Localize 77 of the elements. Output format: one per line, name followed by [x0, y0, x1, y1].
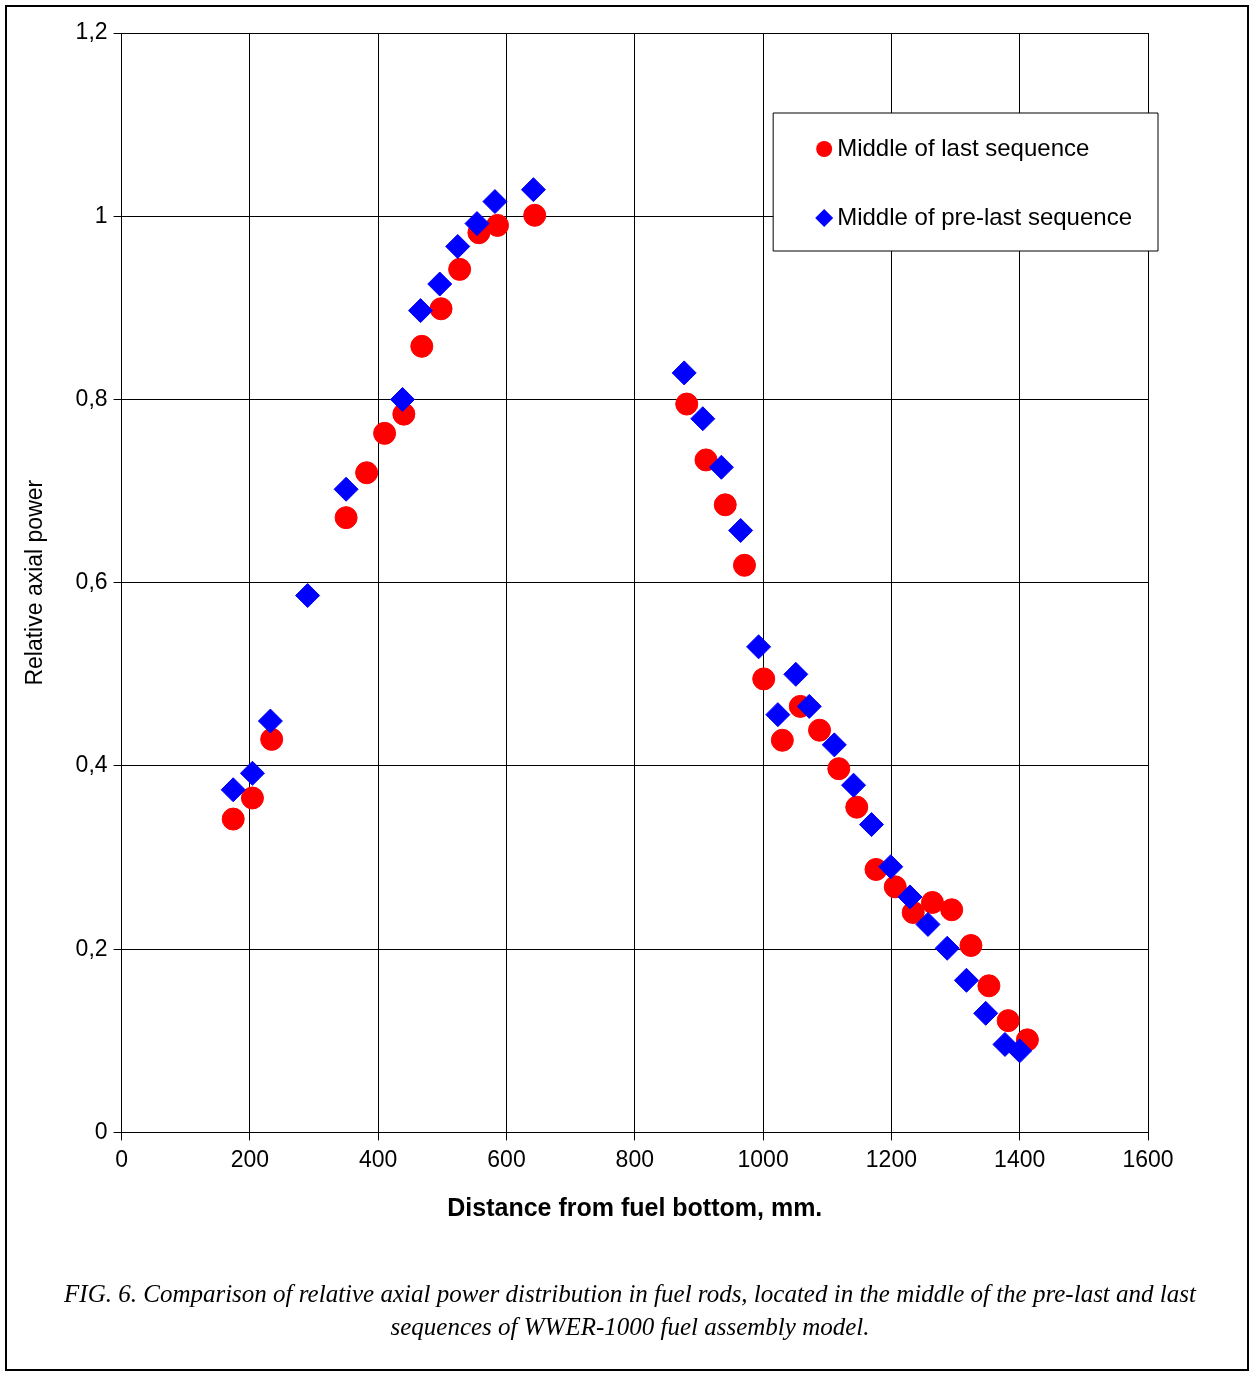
point: [708, 454, 734, 480]
point: [953, 967, 979, 993]
point: [333, 476, 359, 502]
point: [897, 884, 923, 910]
point: [445, 233, 471, 259]
y-tick-label: 0: [94, 1117, 108, 1144]
point: [821, 732, 847, 758]
legend-label: Middle of pre-last sequence: [837, 202, 1133, 230]
x-tick-label: 800: [615, 1145, 654, 1172]
point: [257, 708, 283, 734]
point: [239, 760, 265, 786]
point: [260, 727, 284, 751]
y-tick-label: 0,4: [75, 751, 108, 778]
point: [959, 934, 983, 957]
point: [934, 935, 960, 961]
point: [841, 772, 867, 798]
point: [408, 298, 434, 324]
point: [783, 661, 809, 687]
point: [671, 360, 697, 386]
y-tick-label: 1: [94, 201, 108, 228]
y-tick-label: 1,2: [75, 18, 108, 45]
x-tick-label: 0: [115, 1145, 128, 1172]
point: [221, 807, 245, 831]
point: [373, 421, 397, 445]
x-tick-label: 200: [230, 1145, 270, 1172]
point: [920, 890, 944, 914]
y-axis-title: Relative axial power: [21, 479, 48, 686]
point: [973, 1000, 999, 1026]
point: [845, 795, 869, 819]
x-tick-label: 1400: [994, 1145, 1046, 1172]
point: [752, 667, 776, 691]
x-tick-label: 1000: [737, 1145, 789, 1172]
point: [482, 189, 508, 215]
point: [878, 854, 904, 880]
point: [940, 898, 964, 922]
point: [796, 693, 822, 719]
point: [808, 718, 832, 742]
point: [770, 728, 794, 752]
point: [996, 1009, 1020, 1033]
point: [1007, 1038, 1033, 1064]
point: [746, 634, 772, 660]
point: [410, 334, 434, 358]
point: [977, 974, 1001, 998]
point: [728, 517, 754, 543]
y-tick-label: 0,2: [75, 934, 108, 961]
point: [427, 271, 453, 297]
point: [240, 786, 264, 810]
x-tick-label: 400: [358, 1145, 398, 1172]
point: [690, 406, 716, 432]
x-tick-label: 1600: [1122, 1145, 1174, 1172]
point: [713, 493, 737, 517]
point: [220, 777, 246, 803]
point: [675, 392, 699, 416]
point: [448, 257, 472, 281]
point: [355, 461, 379, 485]
point: [334, 506, 358, 530]
point: [520, 177, 546, 203]
caption: FIG. 6. Comparison of relative axial power distribution in fuel rods, located in the middle of the pre-last and last sequences of WWER-1000 fuel assembly model.: [63, 1279, 1198, 1342]
y-tick-label: 0,8: [75, 384, 108, 411]
point: [390, 386, 416, 412]
x-tick-label: 1200: [865, 1145, 917, 1172]
point: [523, 203, 547, 227]
legend-label: Middle of last sequence: [837, 133, 1090, 161]
x-axis-title: Distance from fuel bottom, mm.: [447, 1192, 823, 1221]
point: [915, 911, 941, 937]
point: [295, 583, 321, 609]
point: [765, 702, 791, 728]
point: [992, 1031, 1018, 1057]
point: [429, 297, 453, 321]
point: [883, 875, 907, 899]
x-tick-label: 600: [487, 1145, 526, 1172]
point: [732, 553, 756, 577]
point: [859, 812, 885, 838]
point: [464, 211, 490, 237]
y-tick-label: 0,6: [75, 568, 108, 595]
point: [486, 213, 509, 237]
point: [827, 757, 851, 781]
